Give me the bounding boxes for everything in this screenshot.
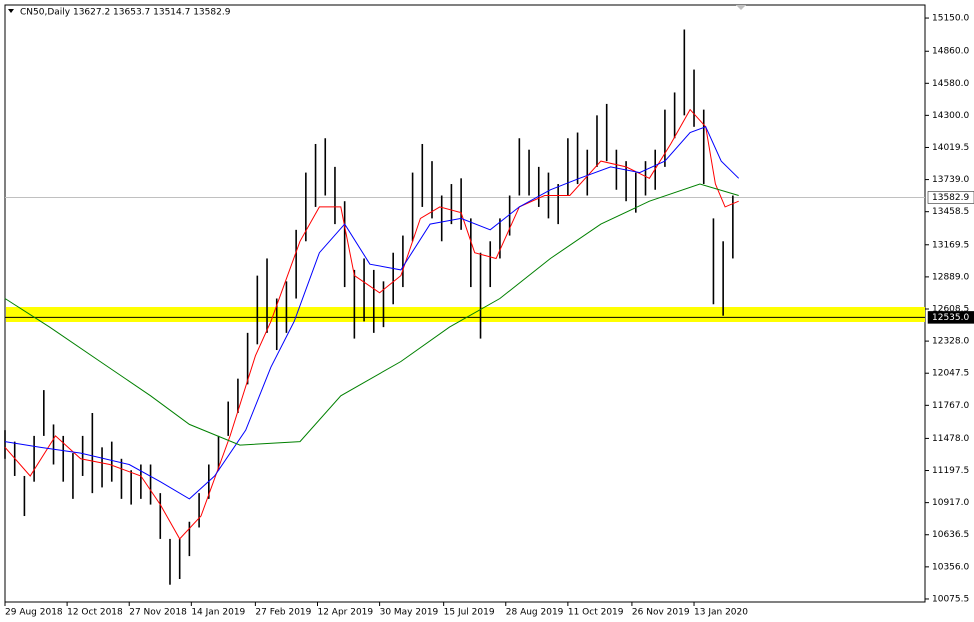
axis-price-label: 12535.0: [932, 313, 969, 323]
x-tick-label: 27 Nov 2018: [129, 608, 187, 618]
y-tick-label: 13169.5: [932, 240, 969, 250]
shift-marker: [736, 5, 746, 10]
support-zone: [6, 306, 925, 322]
plot-frame: [4, 4, 926, 603]
y-tick-label: 11197.5: [932, 466, 969, 476]
x-tick-label: 13 Jan 2020: [694, 608, 748, 618]
y-tick-label: 11478.0: [932, 434, 969, 444]
x-tick-label: 30 May 2019: [380, 608, 439, 618]
y-tick-label: 14019.5: [932, 143, 969, 153]
x-tick-label: 15 Jul 2019: [444, 608, 495, 618]
chart-title: CN50,Daily 13627.2 13653.7 13514.7 13582…: [20, 8, 231, 18]
y-tick-label: 10075.5: [932, 594, 969, 604]
y-tick-label: 12889.0: [932, 272, 969, 282]
y-tick-label: 14300.0: [932, 111, 969, 121]
x-tick-label: 12 Oct 2018: [67, 608, 123, 618]
x-tick-label: 28 Aug 2019: [506, 608, 564, 618]
axis-price-box: [927, 191, 974, 204]
y-tick-label: 12608.5: [932, 304, 969, 314]
x-tick-label: 12 Apr 2019: [317, 608, 373, 618]
axis-price-label: 13582.9: [932, 193, 969, 203]
y-tick-label: 13739.0: [932, 175, 969, 185]
y-tick-label: 11767.0: [932, 401, 969, 411]
y-tick-label: 14580.0: [932, 79, 969, 89]
y-tick-label: 15150.0: [932, 14, 969, 24]
x-tick-label: 14 Jan 2019: [191, 608, 245, 618]
x-tick-label: 27 Feb 2019: [255, 608, 311, 618]
moving-average: [4, 183, 739, 446]
y-tick-label: 10636.5: [932, 530, 969, 540]
x-tick-label: 11 Oct 2019: [568, 608, 624, 618]
y-tick-label: 12047.5: [932, 369, 969, 379]
y-tick-label: 13458.5: [932, 207, 969, 217]
moving-average: [4, 126, 740, 500]
axis-price-box: [927, 311, 974, 324]
x-tick-label: 29 Aug 2018: [5, 608, 63, 618]
moving-average: [4, 108, 739, 540]
x-tick-label: 26 Nov 2019: [632, 608, 690, 618]
y-tick-label: 10917.0: [932, 498, 969, 508]
menu-triangle: [8, 9, 14, 13]
y-tick-label: 10356.0: [932, 562, 969, 572]
y-tick-label: 14860.0: [932, 47, 969, 57]
y-tick-label: 12328.0: [932, 337, 969, 347]
